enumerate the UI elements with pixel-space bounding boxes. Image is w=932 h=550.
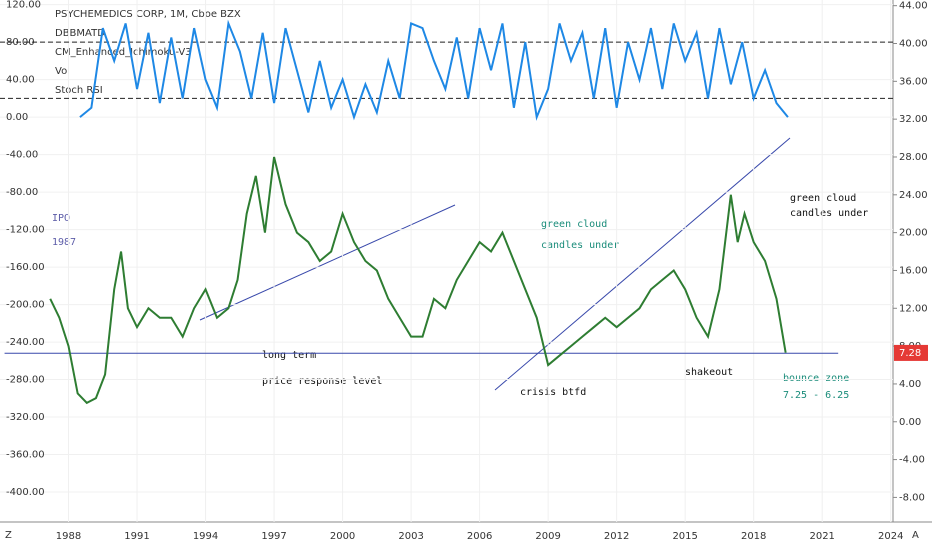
annotation: shakeout xyxy=(685,367,733,378)
indicator-label: DBBMATD xyxy=(55,28,105,39)
y2-tick-label: 36.00 xyxy=(899,76,928,87)
annotation: 7.25 - 6.25 xyxy=(783,390,849,401)
indicator-label: CM_Enhanced_Ichimoku-V3 xyxy=(55,47,192,58)
y-tick-label: 40.00 xyxy=(6,75,35,86)
series-line xyxy=(49,156,787,405)
annotation: IPO xyxy=(52,213,70,224)
y2-tick-label: 28.00 xyxy=(899,152,928,163)
y2-tick-label: 24.00 xyxy=(899,190,928,201)
trend-line xyxy=(199,204,456,321)
y-tick-label: 120.00 xyxy=(6,0,41,11)
y-tick-label: -40.00 xyxy=(6,150,38,161)
y-tick-label: -400.00 xyxy=(6,487,45,498)
annotation: long term xyxy=(262,350,316,361)
x-tick-label: 2006 xyxy=(467,531,492,542)
x-tick-label: 2012 xyxy=(604,531,629,542)
y-tick-label: -280.00 xyxy=(6,375,45,386)
annotation: candles under xyxy=(790,208,868,219)
x-tick-label: 2015 xyxy=(672,531,697,542)
y2-tick-label: 16.00 xyxy=(899,265,928,276)
y-tick-label: -360.00 xyxy=(6,450,45,461)
x-tick-label: 2000 xyxy=(330,531,355,542)
annotation: price response level xyxy=(262,376,382,387)
y-tick-label: 0.00 xyxy=(6,112,28,123)
annotation: crisis btfd xyxy=(520,387,586,398)
y2-tick-label: 32.00 xyxy=(899,114,928,125)
button[interactable]: A xyxy=(912,530,919,541)
y2-tick-label: -4.00 xyxy=(899,455,925,466)
y2-tick-label: 12.00 xyxy=(899,303,928,314)
x-tick-label: 1991 xyxy=(124,531,149,542)
annotation: green cloud xyxy=(541,219,607,230)
y2-tick-label: 4.00 xyxy=(899,379,921,390)
x-tick-label: 2018 xyxy=(741,531,766,542)
y-tick-label: -320.00 xyxy=(6,412,45,423)
x-tick-label: 2024 xyxy=(878,531,903,542)
annotation: candles under xyxy=(541,240,619,251)
y2-tick-label: 20.00 xyxy=(899,228,928,239)
y-tick-label: -160.00 xyxy=(6,262,45,273)
y-tick-label: -240.00 xyxy=(6,337,45,348)
price-tag xyxy=(894,344,928,361)
annotation: 1987 xyxy=(52,237,76,248)
y2-tick-label: 0.00 xyxy=(899,417,921,428)
chart-title: PSYCHEMEDICS CORP, 1M, Cboe BZX xyxy=(55,9,241,20)
y2-tick-label: -8.00 xyxy=(899,492,925,503)
indicator-label: Stoch RSI xyxy=(55,85,103,96)
indicator-label: Vol xyxy=(55,66,70,77)
series-line xyxy=(79,19,789,121)
x-tick-label: 2009 xyxy=(535,531,560,542)
annotation: green cloud xyxy=(790,193,856,204)
y-tick-label: -200.00 xyxy=(6,300,45,311)
button[interactable]: Z xyxy=(5,530,12,541)
price-tag-label: 7.28 xyxy=(899,348,921,359)
y2-tick-label: 44.00 xyxy=(899,1,928,12)
y-tick-label: -120.00 xyxy=(6,225,45,236)
y2-tick-label: 40.00 xyxy=(899,39,928,50)
x-tick-label: 2003 xyxy=(398,531,423,542)
y-tick-label: -80.00 xyxy=(6,187,38,198)
x-tick-label: 1988 xyxy=(56,531,81,542)
x-tick-label: 1994 xyxy=(193,531,218,542)
x-tick-label: 2021 xyxy=(809,531,834,542)
annotation: bounce zone xyxy=(783,373,849,384)
x-tick-label: 1997 xyxy=(261,531,286,542)
